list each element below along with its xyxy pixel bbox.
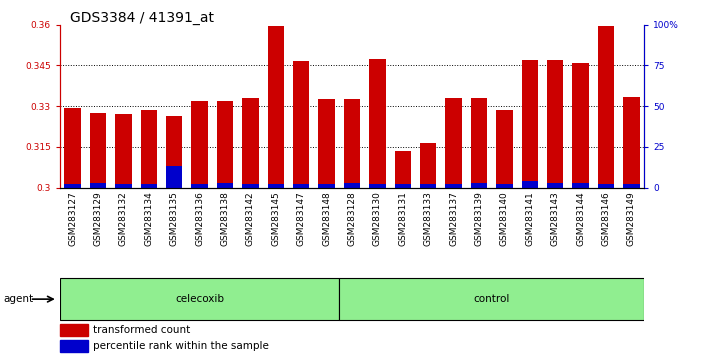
Bar	[420, 184, 436, 188]
Bar	[293, 184, 310, 188]
Text: GSM283140: GSM283140	[500, 191, 509, 246]
Text: GSM283135: GSM283135	[170, 191, 179, 246]
Bar	[394, 151, 411, 188]
Bar	[242, 98, 258, 188]
Text: GSM283130: GSM283130	[373, 191, 382, 246]
Text: control: control	[474, 294, 510, 304]
Bar	[242, 184, 258, 188]
Text: GSM283137: GSM283137	[449, 191, 458, 246]
Bar	[141, 110, 157, 188]
Bar	[344, 99, 360, 188]
Text: GSM283131: GSM283131	[398, 191, 408, 246]
Text: GSM283145: GSM283145	[271, 191, 280, 246]
Bar	[293, 61, 310, 188]
Bar	[522, 60, 538, 188]
Text: GSM283149: GSM283149	[627, 191, 636, 246]
Bar	[471, 183, 487, 188]
Bar	[89, 113, 106, 188]
Text: GSM283129: GSM283129	[94, 191, 103, 246]
Text: GSM283139: GSM283139	[474, 191, 484, 246]
Bar	[191, 101, 208, 188]
Bar	[496, 110, 513, 188]
Bar	[60, 340, 88, 353]
Bar	[369, 184, 386, 188]
Bar	[166, 116, 182, 188]
Bar	[115, 184, 132, 188]
Text: percentile rank within the sample: percentile rank within the sample	[93, 341, 269, 352]
Bar	[217, 183, 233, 188]
Bar	[598, 26, 615, 188]
Bar	[446, 98, 462, 188]
Bar	[339, 278, 644, 320]
Text: GSM283142: GSM283142	[246, 191, 255, 246]
Text: agent: agent	[4, 294, 34, 304]
Bar	[623, 184, 640, 188]
Text: GSM283141: GSM283141	[525, 191, 534, 246]
Text: celecoxib: celecoxib	[175, 294, 224, 304]
Bar	[598, 184, 615, 188]
Bar	[394, 184, 411, 188]
Bar	[420, 143, 436, 188]
Bar	[115, 114, 132, 188]
Text: GSM283136: GSM283136	[195, 191, 204, 246]
Bar	[64, 108, 81, 188]
Text: GSM283128: GSM283128	[348, 191, 356, 246]
Bar	[496, 184, 513, 188]
Bar	[572, 183, 589, 188]
Bar	[60, 278, 339, 320]
Bar	[547, 183, 563, 188]
Bar	[318, 99, 335, 188]
Bar	[89, 183, 106, 188]
Bar	[268, 26, 284, 188]
Bar	[547, 60, 563, 188]
Text: GSM283146: GSM283146	[601, 191, 610, 246]
Bar	[522, 181, 538, 188]
Bar	[572, 63, 589, 188]
Bar	[623, 97, 640, 188]
Text: transformed count: transformed count	[93, 325, 191, 336]
Bar	[141, 184, 157, 188]
Bar	[64, 184, 81, 188]
Text: GSM283144: GSM283144	[576, 191, 585, 246]
Bar	[166, 166, 182, 188]
Text: GSM283133: GSM283133	[424, 191, 433, 246]
Text: GSM283134: GSM283134	[144, 191, 153, 246]
Text: GSM283147: GSM283147	[296, 191, 306, 246]
Bar	[191, 184, 208, 188]
Text: GSM283148: GSM283148	[322, 191, 331, 246]
Text: GSM283143: GSM283143	[551, 191, 560, 246]
Bar	[268, 184, 284, 188]
Text: GSM283132: GSM283132	[119, 191, 128, 246]
Bar	[471, 98, 487, 188]
Bar	[60, 324, 88, 336]
Bar	[318, 184, 335, 188]
Bar	[217, 101, 233, 188]
Bar	[446, 184, 462, 188]
Text: GDS3384 / 41391_at: GDS3384 / 41391_at	[70, 11, 215, 25]
Text: GSM283138: GSM283138	[220, 191, 230, 246]
Bar	[344, 183, 360, 188]
Bar	[369, 59, 386, 188]
Text: GSM283127: GSM283127	[68, 191, 77, 246]
